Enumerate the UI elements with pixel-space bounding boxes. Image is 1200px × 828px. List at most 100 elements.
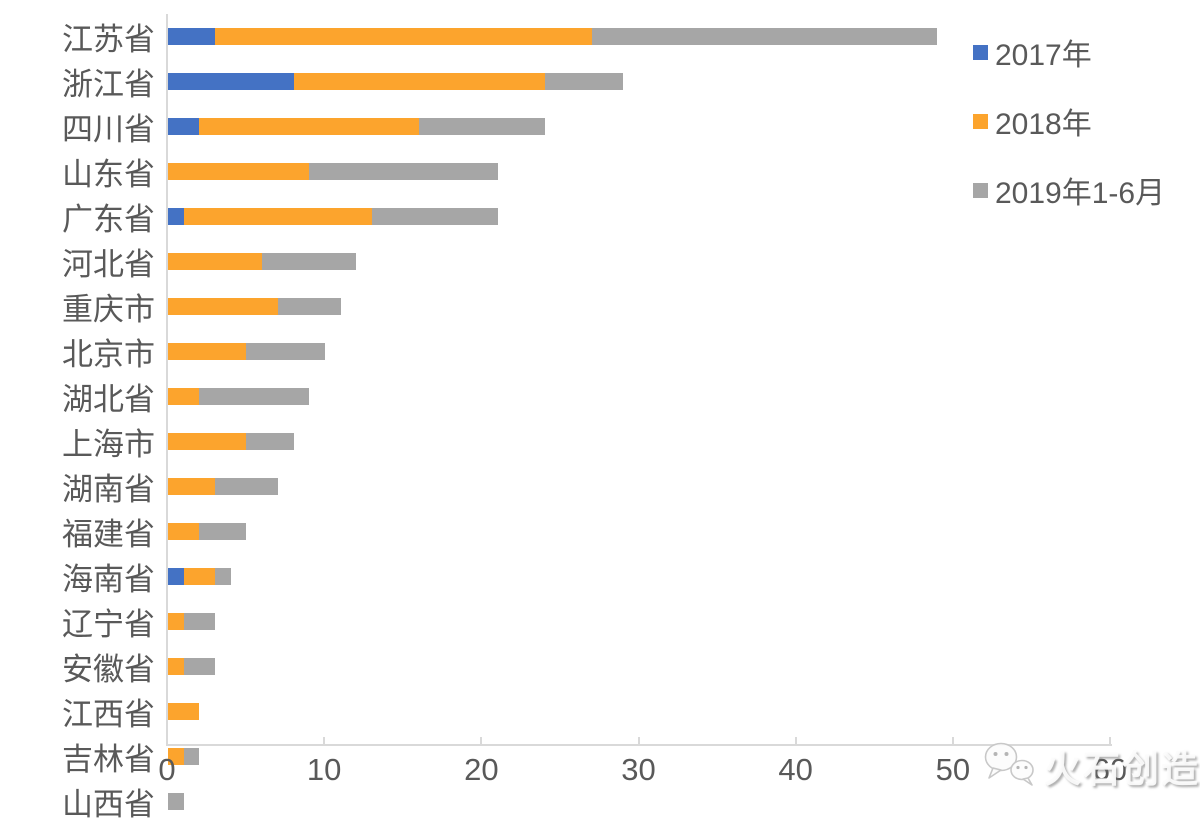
category-label: 黑龙江省 [0,824,155,828]
legend-item: 2017年 [973,30,1165,74]
chart-row: 江苏省 [0,14,1110,59]
stacked-bar [168,748,1110,765]
tick-label: 50 [935,752,971,787]
bar-segment [168,748,184,765]
category-label: 吉林省 [62,742,155,777]
tick-label: 40 [778,752,813,787]
tick-label: 60 [1092,752,1128,787]
y-axis-line [166,14,168,746]
bar-segment [168,253,263,270]
bar-segment [168,388,200,405]
x-axis-line [166,744,1112,746]
tick-label: 30 [621,752,656,787]
bar-segment [199,118,420,135]
bar-segment [293,73,545,90]
stacked-bar [168,253,1110,270]
bar-segment [183,748,200,765]
chart-row: 海南省 [0,554,1110,599]
chart-row: 河北省 [0,239,1110,284]
bar-segment [215,568,231,585]
stacked-bar [168,208,1110,225]
stacked-bar [168,163,1110,180]
chart-row: 湖北省 [0,374,1110,419]
bar-segment [183,658,216,675]
stacked-bar [168,703,1110,720]
legend-swatch [973,182,988,198]
bar-segment [544,73,624,90]
category-label: 山西省 [62,787,155,822]
bar-segment [262,253,357,270]
bar-segment [168,613,184,630]
bar-segment [183,568,216,585]
bar-segment [168,343,247,360]
category-label: 山东省 [62,157,155,192]
chart-row: 广东省 [0,194,1110,239]
tick-mark [480,737,483,744]
legend: 2017年 2018年 2019年1-6月 [973,30,1165,237]
bar-segment [246,433,294,450]
category-label: 上海市 [62,427,155,462]
tick-mark [794,737,797,744]
tick-mark [1109,737,1111,744]
chart-row: 浙江省 [0,59,1110,104]
chart-row: 四川省 [0,104,1110,149]
bar-segment [168,163,310,180]
bar-segment [183,613,216,630]
category-label: 湖南省 [62,472,155,507]
stacked-bar [168,793,1110,810]
stacked-bar [168,388,1110,405]
chart-row: 北京市 [0,329,1110,374]
bar-segment [168,118,200,135]
tick-label: 0 [158,752,176,787]
chart-row: 辽宁省 [0,599,1110,644]
tick-label: 10 [306,752,342,787]
tick-label: 20 [464,752,499,787]
watermark: 火石创造 [980,738,1200,793]
chart-row: 安徽省 [0,644,1110,689]
category-label: 江苏省 [62,22,155,57]
category-label: 辽宁省 [62,607,155,642]
stacked-bar [168,523,1110,540]
bar-segment [591,28,938,45]
bar-segment [168,703,200,720]
chart-row: 黑龙江省 [0,824,1110,828]
stacked-bar [168,118,1110,135]
tick-mark [637,737,640,744]
bar-segment [246,343,325,360]
chart-row: 上海市 [0,419,1110,464]
category-label: 海南省 [62,562,155,597]
bar-segment [215,28,592,45]
legend-label: 2017年 [995,39,1092,72]
category-label: 安徽省 [62,652,155,687]
stacked-bar [168,28,1110,45]
legend-item: 2018年 [973,99,1165,143]
chart-row: 湖南省 [0,464,1110,509]
plot-area: 江苏省 浙江省四川省山东省 广东省 河北省重庆市北京市湖北省上海市湖南省福建省海南省辽… [0,14,1110,822]
chart-row: 福建省 [0,509,1110,554]
stacked-bar [168,613,1110,630]
category-label: 四川省 [62,112,155,147]
legend-label: 2019年1-6月 [995,177,1166,210]
category-label: 福建省 [62,517,155,552]
category-label: 湖北省 [62,382,155,417]
category-label: 江西省 [62,697,155,732]
legend-swatch [973,113,988,129]
stacked-bar [168,478,1110,495]
bar-segment [168,298,278,315]
stacked-bar [168,343,1110,360]
stacked-bar [168,298,1110,315]
tick-mark [951,737,954,744]
bar-segment [199,388,310,405]
wechat-icon [980,738,1038,793]
stacked-bar [168,658,1110,675]
category-label: 北京市 [62,337,155,372]
legend-swatch [973,44,988,60]
bar-segment [215,478,278,495]
stacked-bar [168,433,1110,450]
bar-segment [168,28,216,45]
bar-segment [168,568,184,585]
category-label: 重庆市 [62,292,155,327]
bar-segment [168,658,184,675]
bar-segment [372,208,498,225]
